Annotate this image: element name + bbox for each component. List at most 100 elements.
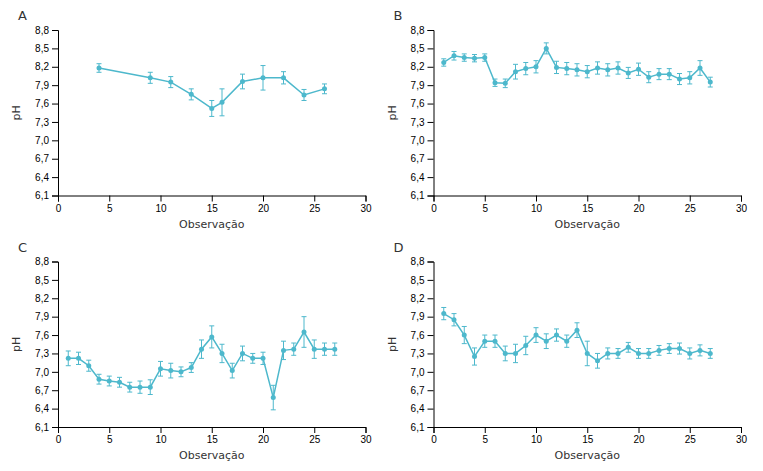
error-bar [677, 74, 682, 85]
error-bar [66, 351, 71, 366]
point [626, 70, 631, 75]
x-tick: 30 [360, 196, 372, 214]
tick-label: 7,6 [411, 98, 425, 109]
error-bar-cap [472, 54, 477, 55]
error-bar-cap [687, 83, 692, 84]
x-tick: 0 [431, 427, 437, 445]
y-tick: 8,8 [411, 25, 434, 36]
error-bar-cap [322, 343, 327, 344]
point [66, 356, 71, 361]
error-bar-cap [250, 353, 255, 354]
error-bar [698, 345, 703, 356]
y-tick: 6,1 [35, 190, 58, 201]
tick-label: 15 [207, 434, 219, 445]
error-bar-cap [523, 62, 528, 63]
tick-label: 20 [258, 203, 270, 214]
axis-domain [428, 31, 435, 197]
tick-label: 6,7 [411, 385, 425, 396]
error-bar-cap [482, 335, 487, 336]
error-bar-cap [667, 343, 672, 344]
tick-label: 7,0 [411, 135, 425, 146]
x-tick: 5 [107, 196, 113, 214]
error-bar-cap [698, 60, 703, 61]
tick-mark [52, 262, 58, 263]
x-axis-title: Observação [179, 449, 245, 462]
error-bar-cap [595, 74, 600, 75]
y-tick: 7,0 [35, 367, 58, 378]
tick-mark [639, 427, 640, 433]
error-bar [240, 346, 245, 361]
point [595, 66, 600, 71]
y-tick: 7,6 [411, 98, 434, 109]
tick-mark [212, 427, 213, 433]
y-tick: 8,5 [35, 43, 58, 54]
point [677, 346, 682, 351]
tick-label: 7,6 [35, 98, 49, 109]
error-bar-cap [575, 322, 580, 323]
tick-mark [536, 196, 537, 202]
y-axis-title: pH [10, 105, 23, 120]
tick-mark [212, 196, 213, 202]
error-bar-cap [179, 376, 184, 377]
error-bar-cap [97, 72, 102, 73]
tick-label: 7,3 [35, 348, 49, 359]
error-bar-cap [332, 355, 337, 356]
error-bar-cap [585, 77, 590, 78]
point [138, 385, 143, 390]
error-bar-cap [117, 387, 122, 388]
axis-domain [59, 428, 367, 434]
tick-label: 6,7 [35, 385, 49, 396]
error-bar [493, 335, 498, 347]
error-bar-cap [462, 326, 467, 327]
y-tick: 8,8 [411, 256, 434, 267]
error-bar [199, 340, 204, 358]
error-bar-cap [107, 385, 112, 386]
y-tick: 6,1 [411, 422, 434, 433]
tick-mark [52, 67, 58, 68]
error-bar-cap [291, 355, 296, 356]
error-bar-cap [554, 341, 559, 342]
x-axis: 051015202530 [431, 196, 747, 214]
tick-mark [485, 196, 486, 202]
y-tick: 6,4 [411, 403, 434, 414]
error-bar-cap [616, 74, 621, 75]
error-bar [646, 72, 651, 83]
error-bar [513, 64, 518, 79]
error-bar-cap [281, 71, 286, 72]
error-bar-cap [513, 344, 518, 345]
tick-mark [52, 104, 58, 105]
error-bar [636, 349, 641, 359]
error-bar-cap [312, 358, 317, 359]
error-bar-cap [168, 76, 173, 77]
y-tick: 7,6 [35, 330, 58, 341]
error-bar-cap [441, 66, 446, 67]
tick-label: 25 [685, 203, 697, 214]
point [544, 339, 549, 344]
tick-mark [428, 353, 434, 354]
error-bar [687, 348, 692, 359]
tick-mark [428, 196, 434, 197]
tick-label: 25 [309, 203, 321, 214]
point [554, 65, 559, 70]
error-bar-cap [230, 363, 235, 364]
tick-label: 8,8 [411, 25, 425, 36]
point [322, 347, 327, 352]
error-bar [322, 84, 327, 94]
error-bar-cap [148, 394, 153, 395]
axis-domain [434, 196, 742, 202]
panel: 0510152025306,16,46,77,07,37,67,98,28,58… [386, 8, 748, 231]
error-bar [302, 89, 307, 100]
error-bar-cap [595, 353, 600, 354]
tick-label: 5 [482, 434, 488, 445]
error-bar-cap [657, 79, 662, 80]
point [482, 339, 487, 344]
error-bar [482, 335, 487, 347]
tick-label: 6,4 [411, 403, 425, 414]
x-tick: 0 [431, 196, 437, 214]
error-bar-cap [302, 316, 307, 317]
error-bar-cap [564, 347, 569, 348]
y-axis: 6,16,46,77,07,37,67,98,28,58,8 [411, 256, 434, 433]
tick-label: 10 [155, 434, 167, 445]
tick-label: 8,5 [35, 43, 49, 54]
point [605, 351, 610, 356]
